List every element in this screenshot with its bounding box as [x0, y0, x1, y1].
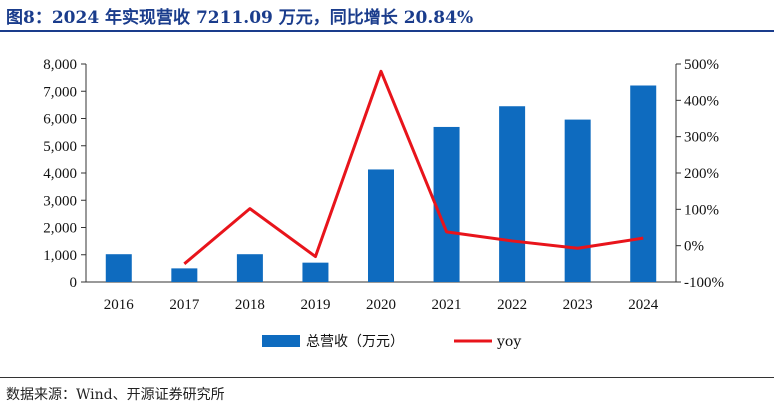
x-tick-label: 2023 [563, 297, 593, 313]
x-tick-label: 2019 [300, 297, 330, 313]
revenue-bar [236, 254, 263, 282]
right-tick-label: 200% [684, 166, 719, 182]
right-tick-label: 100% [684, 202, 719, 218]
revenue-bar [368, 169, 394, 282]
data-source: 数据来源：Wind、开源证券研究所 [6, 387, 225, 403]
left-tick-label: 6,000 [43, 112, 77, 128]
left-tick-label: 8,000 [43, 57, 77, 73]
chart-legend: 总营收（万元） yoy [262, 334, 521, 350]
left-tick-label: 7,000 [43, 84, 77, 100]
left-tick-label: 4,000 [43, 166, 77, 182]
legend-bar-swatch [262, 335, 300, 347]
x-tick-label: 2024 [628, 297, 659, 313]
revenue-bar [499, 106, 526, 282]
revenue-bars [105, 85, 657, 282]
right-tick-label: 300% [684, 130, 719, 146]
revenue-bar [302, 262, 329, 282]
revenue-bar [171, 268, 198, 282]
revenue-bar [433, 126, 460, 282]
x-tick-label: 2018 [235, 297, 265, 313]
x-tick-label: 2021 [432, 297, 462, 313]
right-tick-label: 0% [684, 239, 704, 255]
x-tick-label: 2016 [104, 297, 135, 313]
combo-chart: 0 1,000 2,000 3,000 4,000 5,000 6,000 7,000 8,00… [43, 57, 724, 350]
revenue-bar [105, 254, 132, 282]
left-tick-label: 0 [70, 275, 78, 291]
revenue-bar [564, 119, 591, 282]
legend-bar-label: 总营收（万元） [306, 334, 404, 350]
left-tick-label: 5,000 [43, 139, 77, 155]
x-tick-label: 2017 [169, 297, 200, 313]
left-tick-label: 3,000 [43, 193, 77, 209]
x-tick-label: 2022 [497, 297, 527, 313]
x-tick-label: 2020 [366, 297, 396, 313]
right-tick-label: -100% [684, 275, 724, 291]
revenue-bar [630, 85, 657, 282]
left-tick-label: 2,000 [43, 221, 77, 237]
right-tick-label: 500% [684, 57, 719, 73]
chart-title: 图8：2024 年实现营收 7211.09 万元，同比增长 20.84% [6, 8, 474, 28]
tick-labels: 0 1,000 2,000 3,000 4,000 5,000 6,000 7,000 8,00… [43, 57, 724, 313]
right-tick-label: 400% [684, 93, 719, 109]
source-divider [0, 377, 774, 378]
legend-line-label: yoy [496, 334, 521, 350]
yoy-line-series [183, 69, 644, 265]
left-tick-label: 1,000 [43, 248, 77, 264]
title-divider [0, 30, 774, 32]
yoy-line [183, 69, 644, 265]
